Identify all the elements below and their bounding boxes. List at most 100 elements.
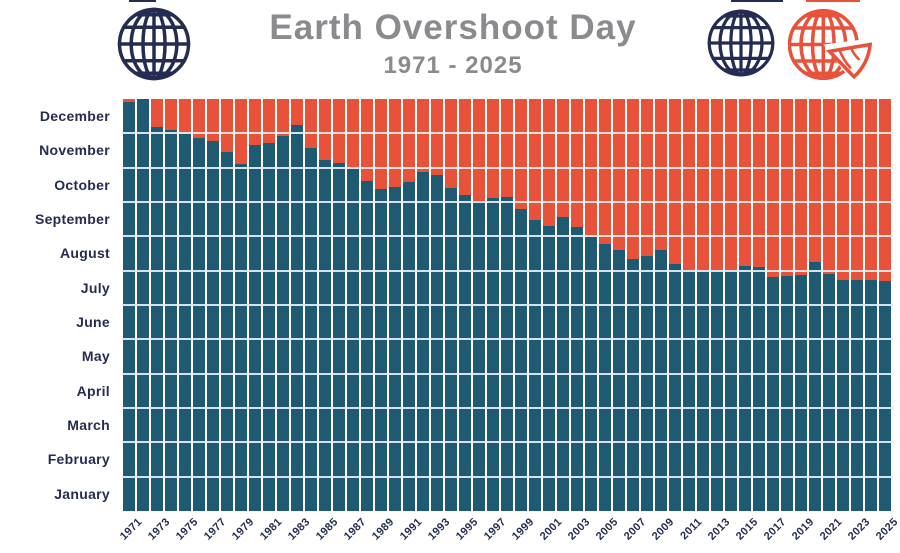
y-axis-label-september: September <box>34 211 110 227</box>
bar-1982 <box>277 99 289 511</box>
bar-1975 <box>179 99 191 511</box>
bar-2003 <box>571 99 583 511</box>
bar-2007-overshoot <box>627 99 639 259</box>
month-gridline <box>122 132 893 135</box>
bar-2002-overshoot <box>557 99 569 217</box>
bar-2011-within-budget <box>683 269 695 511</box>
bar-1984-within-budget <box>305 148 317 511</box>
bar-1990 <box>389 99 401 511</box>
bar-2017-overshoot <box>767 99 779 278</box>
bar-1984 <box>305 99 317 511</box>
bar-2009-overshoot <box>655 99 667 250</box>
bar-2005-within-budget <box>599 244 611 511</box>
bar-2020 <box>809 99 821 511</box>
bar-1996-within-budget <box>473 200 485 511</box>
bar-1997 <box>487 99 499 511</box>
bar-2021 <box>823 99 835 511</box>
bar-1976-overshoot <box>193 99 205 138</box>
bar-1976-within-budget <box>193 137 205 511</box>
globe-icon-left <box>117 7 191 81</box>
x-axis-label-1973: 1973 <box>145 516 173 543</box>
bar-2017-within-budget <box>767 277 779 511</box>
title-block: Earth Overshoot Day 1971 - 2025 <box>228 8 678 80</box>
x-axis-label-2023: 2023 <box>845 516 873 543</box>
bar-2003-within-budget <box>571 227 583 511</box>
bar-1978-overshoot <box>221 99 233 152</box>
bar-1981-within-budget <box>263 142 275 511</box>
x-axis-label-2011: 2011 <box>678 516 705 543</box>
bar-1993 <box>431 99 443 511</box>
bar-1971-overshoot <box>123 99 135 103</box>
month-gridline <box>122 407 893 409</box>
month-gridline <box>122 235 893 238</box>
bar-2023 <box>851 99 863 511</box>
bar-2011-overshoot <box>683 99 695 270</box>
y-axis-label-january: January <box>54 485 110 502</box>
bar-2016-within-budget <box>753 267 765 511</box>
x-axis-label-2009: 2009 <box>649 516 677 543</box>
globe-icon-right <box>707 9 775 77</box>
bar-1974-within-budget <box>165 130 177 511</box>
bar-2021-overshoot <box>823 99 835 274</box>
bar-1981-overshoot <box>263 99 275 143</box>
bar-2000-within-budget <box>529 220 541 511</box>
bar-1979-within-budget <box>235 164 247 511</box>
bar-2024 <box>865 99 877 511</box>
bar-2019-within-budget <box>795 275 807 511</box>
bar-2005 <box>599 99 611 511</box>
month-gridline <box>122 269 893 272</box>
bar-2015 <box>739 99 751 511</box>
month-gridline <box>122 201 893 203</box>
bar-2023-within-budget <box>851 279 863 511</box>
y-axis-label-december: December <box>39 108 110 124</box>
bar-1996-overshoot <box>473 99 485 201</box>
bar-1978-within-budget <box>221 151 233 511</box>
bar-1977-within-budget <box>207 141 219 511</box>
bar-1990-within-budget <box>389 186 401 511</box>
bar-1982-within-budget <box>277 135 289 511</box>
bar-1991 <box>403 99 415 511</box>
bar-2014 <box>725 99 737 511</box>
bar-1980-overshoot <box>249 99 261 145</box>
bar-2022-within-budget <box>837 279 849 511</box>
bar-1974-overshoot <box>165 99 177 130</box>
bar-1995-overshoot <box>459 99 471 196</box>
bar-2006 <box>613 99 625 511</box>
bar-1999 <box>515 99 527 511</box>
bar-2013 <box>711 99 723 511</box>
x-axis-label-2015: 2015 <box>733 516 761 543</box>
bar-2006-overshoot <box>613 99 625 250</box>
bar-2005-overshoot <box>599 99 611 245</box>
bar-1989-within-budget <box>375 188 387 511</box>
bar-1976 <box>193 99 205 511</box>
page-title: Earth Overshoot Day <box>269 8 637 47</box>
bar-2018 <box>781 99 793 511</box>
x-axis-label-2005: 2005 <box>593 516 621 543</box>
bar-1983-overshoot <box>291 99 303 125</box>
bar-2009 <box>655 99 667 511</box>
cropped-top-artifact <box>731 0 783 2</box>
x-axis-label-1975: 1975 <box>173 516 201 543</box>
month-gridline <box>122 372 893 375</box>
bar-1998-overshoot <box>501 99 513 197</box>
month-gridline <box>122 475 893 478</box>
bar-2019-overshoot <box>795 99 807 276</box>
month-gridline <box>122 166 893 169</box>
bar-1983-within-budget <box>291 124 303 511</box>
bar-1973 <box>151 99 163 511</box>
bar-1971-within-budget <box>123 102 135 511</box>
bar-2017 <box>767 99 779 511</box>
bar-1977 <box>207 99 219 511</box>
bar-1980-within-budget <box>249 144 261 511</box>
bar-1985 <box>319 99 331 511</box>
bar-1985-overshoot <box>319 99 331 160</box>
bar-1995 <box>459 99 471 511</box>
bar-1993-overshoot <box>431 99 443 176</box>
bar-2001-within-budget <box>543 226 555 511</box>
bar-2003-overshoot <box>571 99 583 228</box>
bar-2013-overshoot <box>711 99 723 270</box>
y-axis-label-february: February <box>47 451 110 468</box>
bar-1999-overshoot <box>515 99 527 209</box>
x-axis-label-2013: 2013 <box>705 516 733 543</box>
bar-1994-within-budget <box>445 187 457 511</box>
